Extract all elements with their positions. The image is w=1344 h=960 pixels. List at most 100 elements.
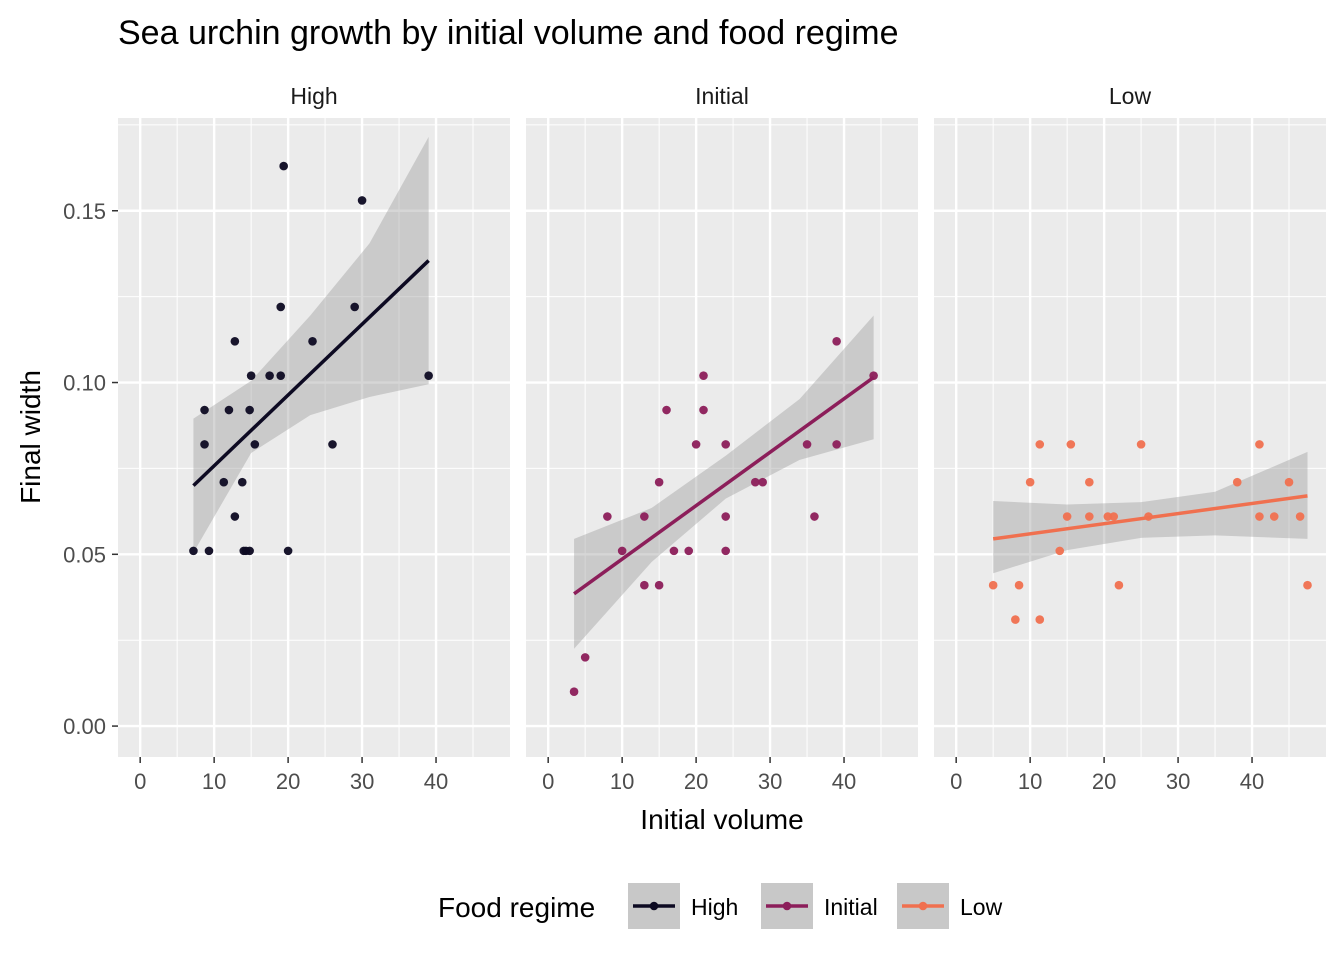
- legend-item-low: Low: [897, 883, 1003, 929]
- legend-label-high: High: [691, 894, 738, 920]
- data-point-initial: [654, 477, 664, 487]
- legend-point-low: [918, 901, 928, 911]
- x-tick-label: 0: [950, 769, 962, 794]
- data-point-high: [219, 477, 229, 487]
- data-point-high: [230, 337, 240, 346]
- data-point-low: [1136, 440, 1146, 449]
- x-tick-label: 40: [1240, 769, 1264, 794]
- data-point-high: [200, 405, 209, 415]
- y-axis: 0.00 0.05 0.10 0.15: [63, 199, 118, 739]
- y-tick-label: 0.00: [63, 714, 106, 739]
- x-tick-label: 30: [758, 769, 782, 794]
- regression-line-low: [992, 494, 1308, 541]
- data-point-high: [245, 405, 254, 415]
- x-tick-label: 20: [276, 769, 300, 794]
- legend-label-low: Low: [960, 894, 1003, 920]
- panel-background-high: [118, 118, 510, 757]
- facet-panel-high: High 0 10 20 30 40: [118, 80, 510, 794]
- data-point-high: [224, 405, 234, 415]
- x-tick-label: 10: [1018, 769, 1042, 794]
- confidence-band-initial: [574, 315, 874, 649]
- data-point-initial: [684, 546, 694, 556]
- data-point-low: [988, 580, 998, 590]
- y-axis-title: Final width: [15, 370, 46, 504]
- data-point-initial: [640, 580, 649, 590]
- x-tick-label: 40: [832, 769, 856, 794]
- facet-panel-low: Low 0 10 20 30 40: [934, 80, 1326, 794]
- facet-panels: High 0 10 20 30 40 Initial 0 10 20 30 40 Low 0 10 20 30 4…: [63, 80, 1326, 794]
- data-point-high: [204, 546, 214, 556]
- confidence-band-low: [993, 451, 1308, 574]
- facet-panel-initial: Initial 0 10 20 30 40: [526, 80, 918, 794]
- data-point-low: [1303, 580, 1312, 590]
- panel-background-initial: [526, 118, 918, 757]
- y-tick-label: 0.10: [63, 371, 106, 396]
- data-point-low: [1011, 615, 1020, 624]
- data-point-low: [1269, 512, 1279, 521]
- data-point-low: [1255, 440, 1264, 449]
- data-point-high: [424, 371, 433, 380]
- data-point-high: [250, 440, 260, 449]
- data-point-high: [245, 546, 254, 556]
- data-point-high: [357, 196, 367, 205]
- panel-background-low: [934, 118, 1326, 757]
- data-point-high: [328, 440, 337, 449]
- legend-item-initial: Initial: [761, 883, 878, 929]
- legend-point-high: [649, 901, 659, 911]
- legend-label-initial: Initial: [824, 894, 878, 920]
- data-point-initial: [640, 512, 649, 521]
- data-point-initial: [832, 440, 841, 449]
- x-tick-label: 0: [134, 769, 146, 794]
- x-tick-label: 0: [542, 769, 554, 794]
- chart-title: Sea urchin growth by initial volume and …: [118, 14, 899, 52]
- x-tick-label: 10: [202, 769, 226, 794]
- facet-strip-high: [118, 80, 510, 113]
- x-tick-label: 20: [1092, 769, 1116, 794]
- data-point-high: [200, 440, 209, 449]
- y-tick-label: 0.05: [63, 542, 106, 567]
- legend: Food regime High Initial Low: [438, 883, 1003, 929]
- data-point-initial: [721, 440, 730, 449]
- x-tick-label: 30: [1166, 769, 1190, 794]
- legend-point-initial: [782, 901, 792, 911]
- data-point-high: [350, 302, 359, 312]
- data-point-initial: [750, 477, 760, 487]
- data-point-initial: [580, 653, 590, 662]
- data-point-low: [1085, 512, 1094, 521]
- data-point-initial: [810, 512, 819, 521]
- data-point-initial: [654, 580, 664, 590]
- data-point-high: [189, 546, 198, 556]
- x-axis-title: Initial volume: [640, 804, 803, 835]
- x-tick-label: 10: [610, 769, 634, 794]
- data-point-high: [230, 512, 240, 521]
- data-point-initial: [569, 687, 579, 697]
- facet-label-initial: Initial: [695, 83, 749, 109]
- data-point-low: [1035, 440, 1045, 449]
- data-point-low: [1025, 477, 1035, 487]
- facet-strip-low: [934, 80, 1326, 113]
- x-tick-label: 30: [350, 769, 374, 794]
- data-point-low: [1066, 440, 1076, 449]
- data-point-initial: [832, 337, 841, 346]
- data-point-initial: [699, 405, 708, 415]
- data-point-high: [246, 371, 256, 380]
- data-point-low: [1295, 512, 1305, 521]
- data-point-low: [1062, 512, 1072, 521]
- data-point-low: [1232, 477, 1242, 487]
- regression-line-high: [192, 259, 430, 487]
- data-point-low: [1103, 512, 1113, 521]
- data-point-initial: [669, 546, 679, 556]
- data-point-low: [1114, 580, 1124, 590]
- facet-label-low: Low: [1109, 83, 1152, 109]
- data-point-low: [1085, 477, 1094, 487]
- data-point-low: [1055, 546, 1065, 556]
- data-point-low: [1014, 580, 1024, 590]
- data-point-high: [279, 161, 288, 171]
- facet-label-high: High: [290, 83, 337, 109]
- data-point-initial: [721, 546, 730, 556]
- data-point-initial: [691, 440, 701, 449]
- data-point-initial: [721, 512, 730, 521]
- data-point-low: [1035, 615, 1045, 624]
- data-point-initial: [603, 512, 612, 521]
